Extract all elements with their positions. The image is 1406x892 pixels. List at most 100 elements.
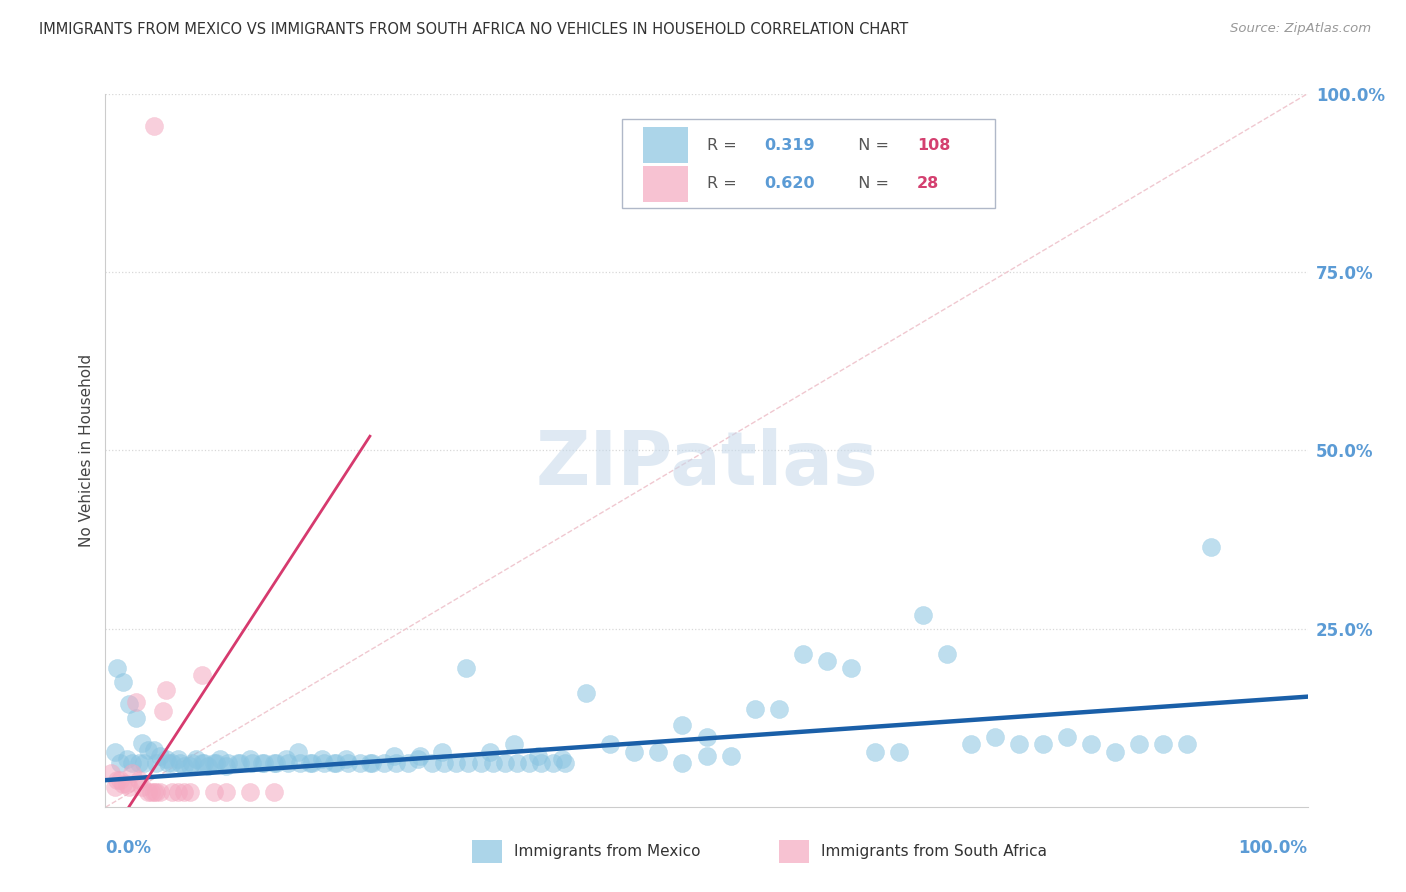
- Point: [481, 756, 503, 770]
- Point: [239, 784, 262, 798]
- Point: [325, 756, 347, 770]
- Point: [720, 748, 742, 763]
- Point: [107, 773, 129, 788]
- Point: [960, 738, 983, 752]
- Point: [311, 752, 333, 766]
- Point: [139, 784, 162, 798]
- Point: [322, 756, 344, 770]
- Point: [160, 784, 183, 798]
- Point: [128, 756, 150, 770]
- Point: [479, 745, 502, 759]
- Point: [181, 756, 204, 770]
- Point: [148, 784, 170, 798]
- Point: [148, 748, 170, 763]
- Point: [115, 777, 138, 791]
- Point: [264, 756, 287, 770]
- Text: Source: ZipAtlas.com: Source: ZipAtlas.com: [1230, 22, 1371, 36]
- Point: [124, 695, 146, 709]
- Point: [214, 784, 236, 798]
- Point: [108, 756, 131, 770]
- Point: [104, 780, 127, 795]
- Point: [446, 756, 468, 770]
- Point: [263, 756, 285, 770]
- Point: [253, 756, 276, 770]
- Point: [696, 748, 718, 763]
- Point: [131, 780, 153, 795]
- Text: Immigrants from South Africa: Immigrants from South Africa: [821, 844, 1046, 859]
- Point: [1104, 745, 1126, 759]
- Point: [100, 766, 122, 780]
- Point: [107, 661, 129, 675]
- Point: [430, 745, 453, 759]
- Point: [145, 784, 167, 798]
- Point: [190, 668, 212, 682]
- Point: [815, 654, 838, 668]
- Point: [554, 756, 576, 770]
- Point: [373, 756, 395, 770]
- Point: [179, 784, 201, 798]
- Point: [142, 743, 165, 757]
- Point: [121, 756, 143, 770]
- Point: [505, 756, 527, 770]
- Point: [142, 784, 165, 798]
- Text: N =: N =: [848, 137, 894, 153]
- Text: N =: N =: [848, 177, 894, 191]
- Point: [530, 756, 553, 770]
- Text: 0.0%: 0.0%: [105, 839, 152, 857]
- Point: [671, 718, 693, 732]
- Point: [1152, 738, 1174, 752]
- Text: 100.0%: 100.0%: [1239, 839, 1308, 857]
- Point: [131, 736, 153, 750]
- Point: [112, 675, 135, 690]
- Point: [160, 756, 183, 770]
- Point: [768, 702, 790, 716]
- Point: [226, 756, 249, 770]
- Point: [301, 756, 323, 770]
- Point: [136, 784, 159, 798]
- Point: [349, 756, 371, 770]
- Point: [173, 784, 195, 798]
- Point: [696, 731, 718, 745]
- Point: [115, 752, 138, 766]
- Point: [671, 756, 693, 770]
- Point: [152, 704, 174, 718]
- Point: [936, 647, 959, 661]
- Point: [863, 745, 886, 759]
- Point: [190, 756, 212, 770]
- Point: [433, 756, 456, 770]
- Point: [124, 711, 146, 725]
- Point: [250, 756, 273, 770]
- Point: [156, 756, 179, 770]
- Point: [396, 756, 419, 770]
- Point: [385, 756, 408, 770]
- Point: [166, 752, 188, 766]
- Point: [457, 756, 479, 770]
- Point: [298, 756, 321, 770]
- Text: R =: R =: [707, 177, 741, 191]
- Point: [337, 756, 360, 770]
- Point: [202, 784, 225, 798]
- Point: [1008, 738, 1031, 752]
- Point: [179, 759, 201, 773]
- Point: [887, 745, 910, 759]
- Point: [503, 738, 526, 752]
- Point: [1175, 738, 1198, 752]
- Text: 0.620: 0.620: [765, 177, 815, 191]
- Y-axis label: No Vehicles in Household: No Vehicles in Household: [79, 354, 94, 547]
- Bar: [472, 840, 502, 863]
- FancyBboxPatch shape: [623, 119, 995, 208]
- Point: [335, 752, 357, 766]
- Point: [121, 766, 143, 780]
- Point: [118, 780, 141, 795]
- Point: [647, 745, 669, 759]
- Point: [173, 759, 195, 773]
- Point: [112, 777, 135, 791]
- Point: [197, 759, 219, 773]
- Point: [166, 784, 188, 798]
- Point: [517, 756, 540, 770]
- Point: [169, 756, 191, 770]
- Point: [1032, 738, 1054, 752]
- Text: 108: 108: [917, 137, 950, 153]
- Point: [744, 702, 766, 716]
- Point: [541, 756, 564, 770]
